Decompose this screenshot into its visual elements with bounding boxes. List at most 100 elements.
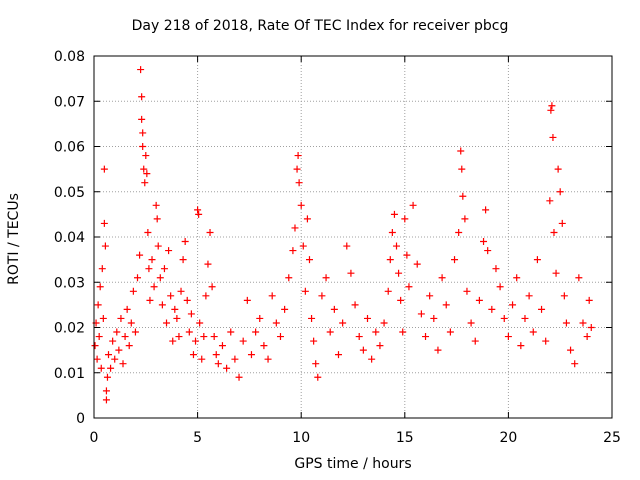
data-point: [318, 292, 326, 300]
data-point: [368, 355, 376, 363]
data-point: [301, 287, 309, 295]
data-point: [210, 333, 218, 341]
data-point: [134, 274, 142, 282]
data-point: [467, 319, 475, 327]
data-point: [376, 342, 384, 350]
data-point: [567, 346, 575, 354]
data-point: [289, 247, 297, 255]
y-tick-label: 0.06: [54, 140, 85, 156]
data-point: [556, 188, 564, 196]
data-point: [179, 256, 187, 264]
data-point: [125, 342, 133, 350]
data-point: [102, 387, 110, 395]
data-point: [303, 215, 311, 223]
data-point: [529, 328, 537, 336]
data-point: [136, 251, 144, 259]
data-point: [538, 305, 546, 313]
data-point: [141, 179, 149, 187]
data-point: [308, 314, 316, 322]
data-point: [177, 287, 185, 295]
data-point: [547, 106, 555, 114]
data-point: [94, 301, 102, 309]
data-point: [359, 346, 367, 354]
data-point: [417, 310, 425, 318]
data-point: [403, 251, 411, 259]
data-point: [409, 201, 417, 209]
data-point: [103, 373, 111, 381]
data-point: [579, 319, 587, 327]
data-point: [475, 296, 483, 304]
data-point: [295, 179, 303, 187]
data-point: [235, 373, 243, 381]
data-point: [196, 319, 204, 327]
data-point: [140, 165, 148, 173]
data-point: [142, 152, 150, 160]
data-point: [144, 228, 152, 236]
data-point: [214, 360, 222, 368]
data-point: [131, 328, 139, 336]
data-point: [401, 215, 409, 223]
data-point: [397, 296, 405, 304]
data-point: [562, 319, 570, 327]
data-point: [461, 215, 469, 223]
data-point: [200, 333, 208, 341]
data-point: [399, 328, 407, 336]
data-point: [102, 396, 110, 404]
data-point: [533, 256, 541, 264]
data-point: [165, 247, 173, 255]
data-point: [496, 283, 504, 291]
data-point: [146, 296, 154, 304]
data-point: [138, 93, 146, 101]
data-points: [91, 66, 595, 404]
data-point: [442, 301, 450, 309]
x-axis-label: GPS time / hours: [294, 456, 412, 472]
data-point: [98, 265, 106, 273]
data-point: [171, 305, 179, 313]
data-point: [380, 319, 388, 327]
data-point: [152, 201, 160, 209]
data-point: [185, 328, 193, 336]
data-point: [138, 115, 146, 123]
data-point: [95, 333, 103, 341]
data-point: [513, 274, 521, 282]
data-point: [291, 224, 299, 232]
data-point: [93, 355, 101, 363]
data-point: [297, 201, 305, 209]
data-point: [364, 314, 372, 322]
data-point: [405, 283, 413, 291]
data-point: [386, 256, 394, 264]
data-point: [484, 247, 492, 255]
data-point: [517, 342, 525, 350]
data-point: [129, 287, 137, 295]
x-tick-label: 10: [292, 430, 310, 446]
data-point: [500, 314, 508, 322]
data-point: [243, 296, 251, 304]
data-point: [509, 301, 517, 309]
grid: [94, 56, 612, 418]
data-point: [99, 314, 107, 322]
data-point: [314, 373, 322, 381]
data-point: [388, 228, 396, 236]
data-point: [223, 364, 231, 372]
y-tick-label: 0.05: [54, 185, 85, 201]
data-point: [107, 364, 115, 372]
data-point: [299, 242, 307, 250]
data-point: [167, 292, 175, 300]
data-point: [446, 328, 454, 336]
data-point: [393, 242, 401, 250]
data-point: [148, 256, 156, 264]
y-tick-label: 0.02: [54, 321, 85, 337]
data-point: [111, 355, 119, 363]
data-point: [143, 170, 151, 178]
data-point: [558, 219, 566, 227]
chart-title: Day 218 of 2018, Rate Of TEC Index for r…: [131, 18, 509, 34]
data-point: [330, 305, 338, 313]
data-point: [281, 305, 289, 313]
axis-ticks: 0 0.01 0.02 0.03 0.04 0.05 0.06 0.07 0.08 0 5 10 15 2…: [54, 49, 621, 446]
data-point: [150, 283, 158, 291]
data-point: [169, 337, 177, 345]
data-point: [227, 328, 235, 336]
data-point: [434, 346, 442, 354]
data-point: [256, 314, 264, 322]
